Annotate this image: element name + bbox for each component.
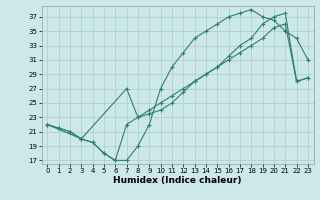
X-axis label: Humidex (Indice chaleur): Humidex (Indice chaleur) — [113, 176, 242, 185]
